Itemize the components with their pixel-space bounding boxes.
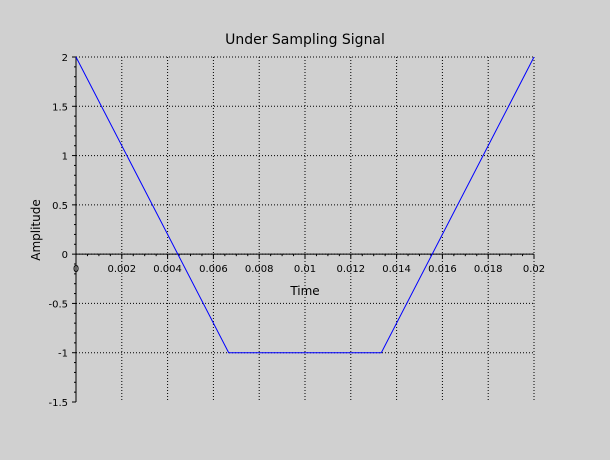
x-tick-label: 0: [73, 264, 79, 275]
y-tick-label: -0.5: [48, 299, 68, 310]
data-series: [75, 56, 535, 354]
y-tick-label: 2: [62, 53, 68, 64]
x-tick-label: 0.018: [474, 264, 503, 275]
x-tick-label: 0.02: [523, 264, 545, 275]
grid-lines: [76, 56, 535, 402]
y-tick-label: -1: [58, 349, 68, 360]
y-tick-label: 0.5: [52, 201, 68, 212]
x-tick-label: 0.016: [428, 264, 457, 275]
series-line: [75, 56, 535, 354]
chart-title: Under Sampling Signal: [225, 32, 385, 48]
axes: [72, 56, 535, 403]
x-tick-label: 0.012: [336, 264, 365, 275]
y-axis-title: Amplitude: [29, 199, 43, 261]
y-tick-label: 1: [62, 152, 68, 163]
y-tick-label: -1.5: [48, 398, 68, 409]
x-axis-title: Time: [289, 284, 319, 298]
x-tick-label: 0.008: [245, 264, 274, 275]
x-tick-label: 0.01: [294, 264, 316, 275]
y-tick-labels: -1.5 -1 -0.5 0 0.5 1 1.5 2: [48, 53, 68, 409]
x-tick-label: 0.002: [107, 264, 136, 275]
x-tick-label: 0.006: [199, 264, 228, 275]
x-tick-labels: 0 0.002 0.004 0.006 0.008 0.01 0.012 0.014 0.016…: [73, 264, 545, 275]
y-tick-label: 1.5: [52, 102, 68, 113]
x-tick-label: 0.004: [153, 264, 182, 275]
y-tick-label: 0: [62, 250, 68, 261]
x-tick-label: 0.014: [382, 264, 411, 275]
